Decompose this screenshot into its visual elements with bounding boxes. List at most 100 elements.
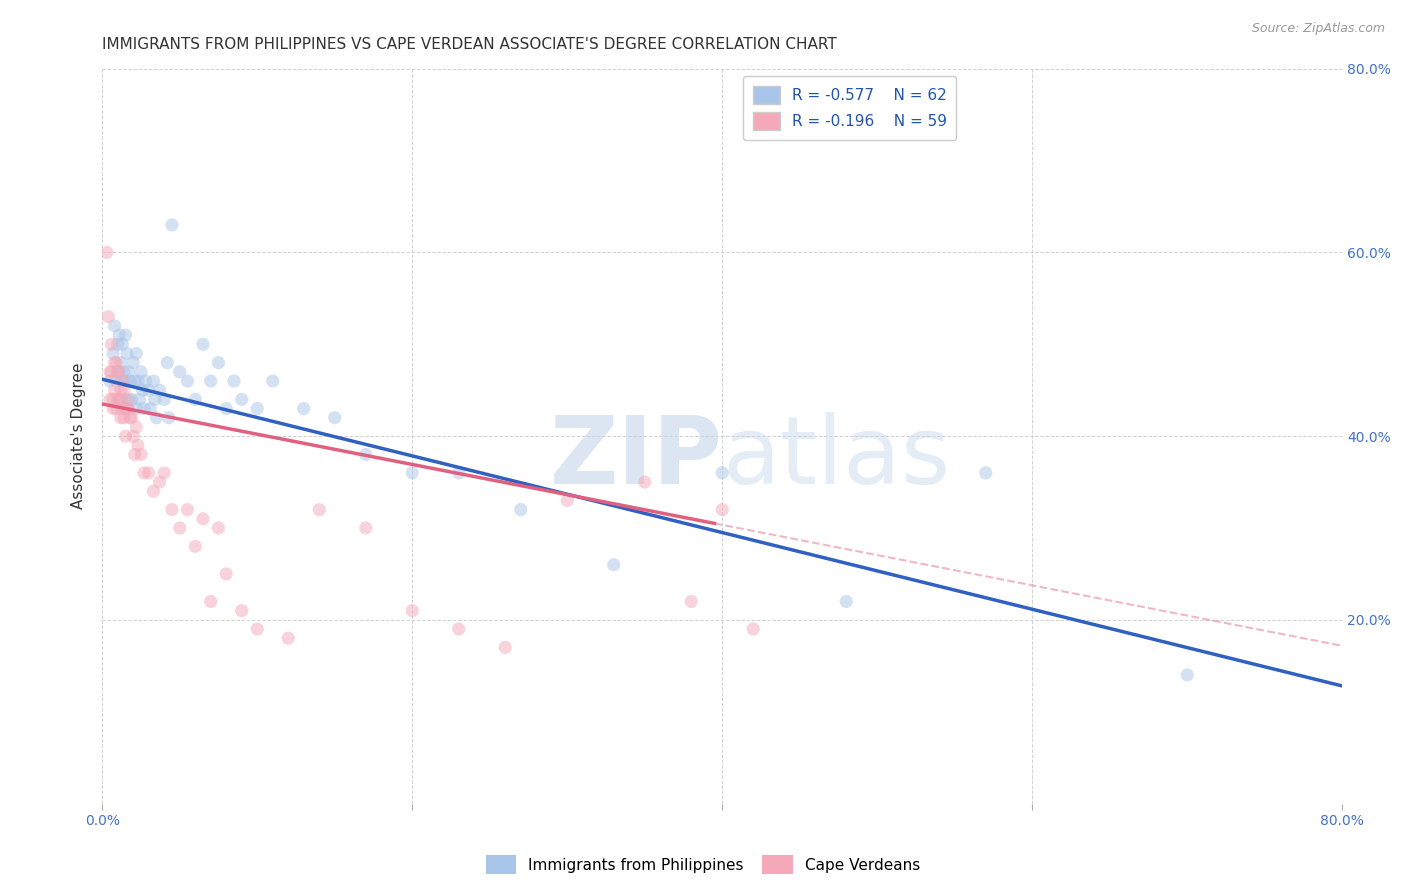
Point [129,448,152,462]
Point [107,365,129,379]
Point [107,337,129,351]
Point [115,346,138,360]
Point [110,383,132,397]
Point [115,401,138,416]
Point [231,604,253,618]
Point [120,374,142,388]
Point [200,374,222,388]
Point [835,594,858,608]
Point [125,346,148,360]
Point [105,401,128,416]
Point [447,466,470,480]
Point [603,558,626,572]
Point [711,466,734,480]
Point [124,448,146,462]
Point [112,410,135,425]
Point [207,356,229,370]
Point [114,328,136,343]
Point [108,365,131,379]
Point [96,245,118,260]
Point [160,218,183,232]
Point [184,540,207,554]
Point [974,466,997,480]
Point [114,429,136,443]
Point [148,475,170,489]
Point [143,392,166,407]
Point [354,521,377,535]
Point [156,356,179,370]
Point [128,392,150,407]
Point [111,374,134,388]
Point [107,392,129,407]
Text: atlas: atlas [723,412,950,504]
Point [191,512,214,526]
Legend: Immigrants from Philippines, Cape Verdeans: Immigrants from Philippines, Cape Verdea… [479,849,927,880]
Point [145,410,167,425]
Point [129,365,152,379]
Point [108,328,131,343]
Point [122,356,145,370]
Point [153,466,176,480]
Point [509,502,531,516]
Point [110,392,132,407]
Point [308,502,330,516]
Point [100,365,122,379]
Point [555,493,578,508]
Point [207,521,229,535]
Point [108,392,131,407]
Point [132,401,155,416]
Point [131,383,153,397]
Point [191,337,214,351]
Point [105,374,128,388]
Point [114,401,136,416]
Point [120,410,142,425]
Point [122,429,145,443]
Point [176,374,198,388]
Point [634,475,657,489]
Point [111,337,134,351]
Point [115,392,138,407]
Point [97,310,120,324]
Point [169,521,191,535]
Point [101,401,124,416]
Point [292,401,315,416]
Point [142,484,165,499]
Point [215,401,238,416]
Point [401,604,423,618]
Point [176,502,198,516]
Point [105,356,128,370]
Point [101,346,124,360]
Point [160,502,183,516]
Point [121,410,143,425]
Point [246,401,269,416]
Point [222,374,245,388]
Legend: R = -0.577    N = 62, R = -0.196    N = 59: R = -0.577 N = 62, R = -0.196 N = 59 [744,77,956,140]
Text: IMMIGRANTS FROM PHILIPPINES VS CAPE VERDEAN ASSOCIATE'S DEGREE CORRELATION CHART: IMMIGRANTS FROM PHILIPPINES VS CAPE VERD… [103,37,837,53]
Point [153,392,176,407]
Point [447,622,470,636]
Point [112,365,135,379]
Point [98,392,121,407]
Point [117,365,139,379]
Point [125,401,148,416]
Point [117,392,139,407]
Point [132,466,155,480]
Point [124,374,146,388]
Point [215,566,238,581]
Point [101,392,124,407]
Point [125,420,148,434]
Point [681,594,703,608]
Point [138,466,160,480]
Point [112,383,135,397]
Point [110,356,132,370]
Point [138,383,160,397]
Y-axis label: Associate's Degree: Associate's Degree [72,363,86,509]
Point [127,374,149,388]
Point [104,383,127,397]
Point [117,401,139,416]
Point [1175,668,1198,682]
Point [107,365,129,379]
Point [110,410,132,425]
Point [231,392,253,407]
Point [127,438,149,452]
